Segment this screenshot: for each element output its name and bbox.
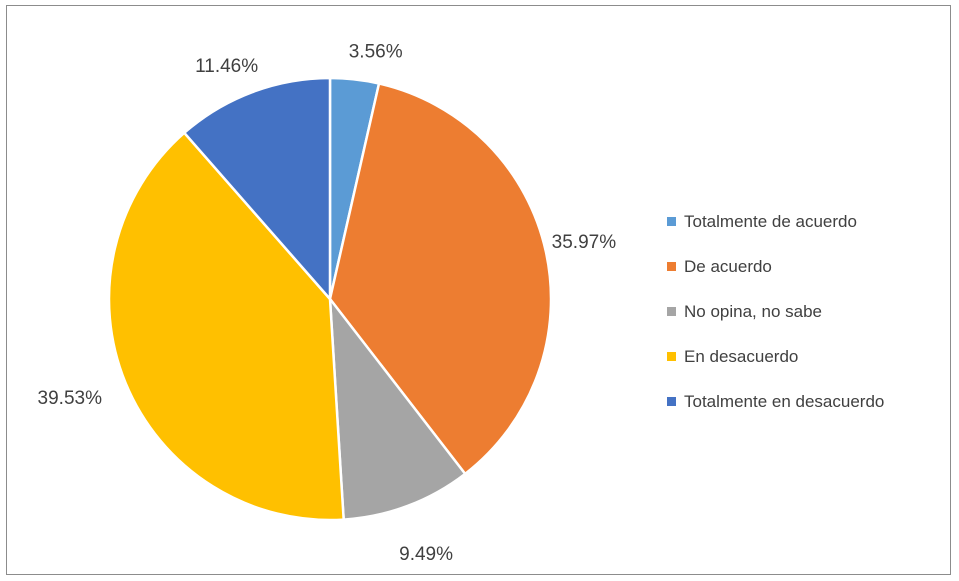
data-label: 3.56% bbox=[349, 42, 403, 63]
legend: Totalmente de acuerdo De acuerdo No opin… bbox=[667, 199, 884, 424]
legend-swatch bbox=[667, 397, 676, 406]
pie-data-labels: 3.56% 35.97% 9.49% 39.53% 11.46% bbox=[38, 42, 617, 565]
pie-slice-en-desacuerdo bbox=[107, 131, 345, 522]
pie-slice-no-opina-no-sabe bbox=[328, 297, 467, 521]
data-label: 9.49% bbox=[399, 544, 453, 565]
legend-swatch bbox=[667, 307, 676, 316]
pie-slice-totalmente-en-desacuerdo bbox=[183, 76, 332, 301]
data-label: 11.46% bbox=[195, 56, 258, 77]
data-label: 39.53% bbox=[38, 388, 103, 409]
legend-item-en-desacuerdo: En desacuerdo bbox=[667, 334, 884, 379]
legend-label: En desacuerdo bbox=[684, 346, 799, 366]
legend-item-no-opina-no-sabe: No opina, no sabe bbox=[667, 289, 884, 334]
pie-slices bbox=[107, 76, 553, 522]
legend-label: Totalmente de acuerdo bbox=[684, 211, 857, 231]
legend-label: De acuerdo bbox=[684, 256, 772, 276]
legend-item-totalmente-de-acuerdo: Totalmente de acuerdo bbox=[667, 199, 884, 244]
legend-label: Totalmente en desacuerdo bbox=[684, 391, 885, 411]
pie-slice-de-acuerdo bbox=[328, 82, 553, 476]
pie-chart: 3.56% 35.97% 9.49% 39.53% 11.46% bbox=[38, 42, 617, 565]
legend-label: No opina, no sabe bbox=[684, 301, 822, 321]
chart-area: 3.56% 35.97% 9.49% 39.53% 11.46% Totalmente … bbox=[6, 5, 951, 575]
legend-swatch bbox=[667, 262, 676, 271]
legend-swatch bbox=[667, 217, 676, 226]
data-label: 35.97% bbox=[552, 232, 617, 253]
legend-item-de-acuerdo: De acuerdo bbox=[667, 244, 884, 289]
legend-item-totalmente-en-desacuerdo: Totalmente en desacuerdo bbox=[667, 379, 884, 424]
legend-swatch bbox=[667, 352, 676, 361]
